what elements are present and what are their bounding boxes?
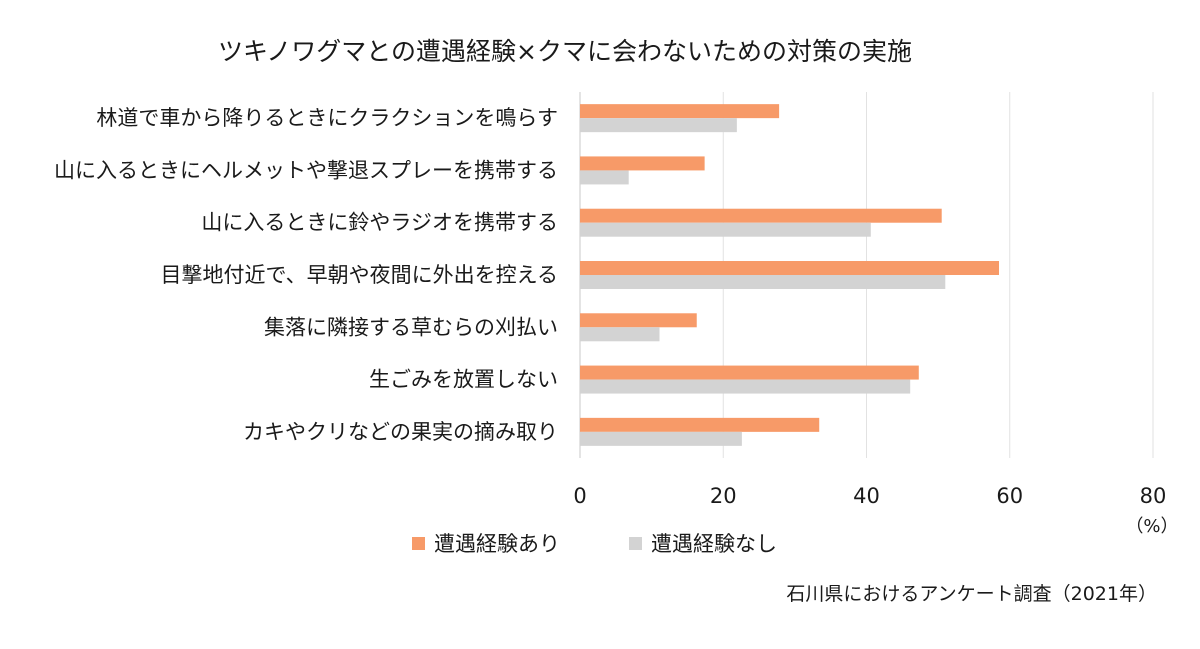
- bar-not-encountered: [580, 275, 946, 289]
- bar-not-encountered: [580, 222, 871, 237]
- x-tick-label: 20: [710, 484, 737, 508]
- x-tick-labels: 0 20 40 60 80: [573, 484, 1166, 508]
- category-label: 生ごみを放置しない: [369, 368, 558, 392]
- bar-encountered: [580, 313, 697, 328]
- bars: [580, 104, 1000, 446]
- legend-swatch: [412, 537, 425, 550]
- bar-not-encountered: [580, 379, 911, 394]
- legend-label: 遭遇経験あり: [434, 532, 560, 556]
- x-tick-label: 80: [1140, 484, 1167, 508]
- bar-encountered: [580, 365, 919, 380]
- bar-encountered: [580, 104, 780, 119]
- category-label: 山に入るときに鈴やラジオを携帯する: [201, 211, 558, 235]
- category-label: 目撃地付近で、早朝や夜間に外出を控える: [160, 263, 558, 287]
- legend: 遭遇経験あり 遭遇経験なし: [412, 532, 777, 556]
- chart-title: ツキノワグマとの遭遇経験×クマに会わないための対策の実施: [218, 37, 912, 66]
- bar-not-encountered: [580, 327, 660, 342]
- bar-not-encountered: [580, 431, 742, 446]
- bar-encountered: [580, 208, 942, 223]
- x-tick-label: 0: [573, 484, 586, 508]
- category-label: 山に入るときにヘルメットや撃退スプレーを携帯する: [54, 158, 558, 182]
- legend-label: 遭遇経験なし: [651, 532, 777, 556]
- x-tick-label: 40: [853, 484, 880, 508]
- x-tick-label: 60: [996, 484, 1023, 508]
- category-label: 集落に隣接する草むらの刈払い: [264, 315, 558, 339]
- source-note: 石川県におけるアンケート調査（2021年）: [786, 583, 1157, 605]
- category-label: 林道で車から降りるときにクラクションを鳴らす: [96, 106, 558, 130]
- category-label: カキやクリなどの果実の摘み取り: [243, 420, 558, 444]
- bar-encountered: [580, 261, 1000, 275]
- bar-not-encountered: [580, 170, 629, 185]
- bar-not-encountered: [580, 118, 737, 133]
- category-labels: 林道で車から降りるときにクラクションを鳴らす山に入るときにヘルメットや撃退スプレ…: [54, 106, 558, 444]
- legend-swatch: [629, 537, 642, 550]
- bar-encountered: [580, 417, 820, 432]
- bar-encountered: [580, 156, 705, 171]
- unit-label: （%）: [1125, 516, 1178, 537]
